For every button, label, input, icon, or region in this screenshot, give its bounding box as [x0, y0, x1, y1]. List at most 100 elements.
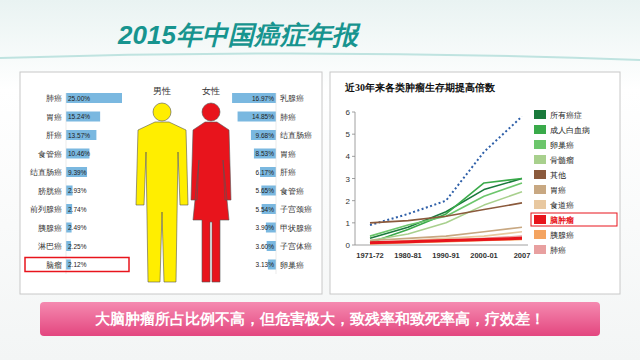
category-label: 食管癌 [280, 187, 304, 196]
female-silhouette [191, 103, 231, 282]
category-label: 子宫颈癌 [280, 205, 312, 214]
legend-swatch [534, 245, 546, 254]
category-label: 甲状腺癌 [280, 224, 312, 233]
chart-title: 女性 [202, 86, 220, 96]
y-tick [352, 112, 355, 113]
series-line [370, 179, 522, 243]
category-label: 前列腺癌 [30, 205, 62, 214]
right-panel [330, 72, 620, 294]
y-tick-label: 6 [346, 108, 351, 117]
series-line [370, 203, 522, 223]
data-label: 3.13% [256, 261, 275, 268]
series-line [370, 236, 522, 243]
data-label: 2.49% [68, 224, 87, 231]
y-tick-label: 0 [346, 241, 351, 250]
axis-line [276, 93, 277, 274]
category-label: 乳腺癌 [280, 94, 304, 103]
footer-text: 大脑肿瘤所占比例不高，但危害极大，致残率和致死率高，疗效差！ [95, 310, 545, 327]
legend-swatch [534, 230, 546, 239]
category-label: 膀胱癌 [38, 187, 62, 196]
series-line [370, 232, 522, 243]
legend-label: 所有癌症 [550, 111, 582, 120]
bar-chart: 男性肺癌 25.00% 胃癌 15.24% 肝癌 13.57% 食管癌 10.46% 结直肠癌 9… [25, 86, 171, 274]
data-label: 10.46% [68, 150, 90, 157]
legend-swatch [534, 185, 546, 194]
data-label: 16.97% [252, 95, 274, 102]
category-label: 结直肠癌 [280, 131, 312, 140]
series-line [370, 238, 522, 242]
data-label: 8.53% [256, 150, 275, 157]
y-tick [352, 156, 355, 157]
legend-swatch [534, 155, 546, 164]
line-chart: 近30年来各类肿瘤生存期提高倍数01234561971-721980-81199… [344, 82, 617, 260]
category-label: 肝癌 [46, 131, 62, 140]
highlight-box [25, 258, 129, 272]
data-label: 2.25% [68, 243, 87, 250]
data-label: 2.12% [68, 261, 87, 268]
y-tick-label: 1 [346, 219, 351, 228]
y-tick [352, 200, 355, 201]
data-label: 3.60% [256, 243, 275, 250]
y-tick [352, 222, 355, 223]
bar [66, 112, 100, 122]
y-tick-label: 4 [346, 152, 351, 161]
category-label: 卵巢癌 [280, 261, 304, 270]
data-label: 2.93% [68, 187, 87, 194]
lines [370, 116, 522, 243]
bar [238, 112, 276, 122]
chart-title: 男性 [153, 86, 171, 96]
category-label: 肺癌 [280, 113, 296, 122]
data-label: 2.74% [68, 206, 87, 213]
x-tick-label: 1990-91 [432, 251, 460, 260]
bar [251, 130, 276, 140]
category-label: 子宫体癌 [280, 242, 312, 251]
data-label: 5.54% [256, 206, 275, 213]
axis-line [66, 93, 67, 274]
category-label: 脑瘤 [46, 261, 62, 270]
category-label: 肺癌 [46, 94, 62, 103]
category-label: 食管癌 [38, 150, 62, 159]
legend-label: 成人白血病 [550, 126, 590, 135]
category-label: 淋巴癌 [38, 242, 62, 251]
legend-label: 食道癌 [550, 201, 574, 210]
data-label: 13.57% [68, 132, 90, 139]
header-title: 2015年中国癌症年报 [117, 20, 361, 50]
y-tick-label: 3 [346, 175, 351, 184]
legend-label: 脑肿瘤 [549, 215, 574, 225]
legend-label: 卵巢癌 [550, 141, 574, 150]
legend: 所有癌症成人白血病卵巢癌骨髓瘤其他胃癌食道癌脑肿瘤胰腺癌肺癌 [531, 110, 617, 255]
page: 2015年中国癌症年报男性肺癌 25.00% 胃癌 15.24% 肝癌 13.57% 食管癌… [0, 0, 640, 360]
x-tick-label: 1971-72 [356, 251, 384, 260]
data-label: 25.00% [68, 95, 90, 102]
data-label: 3.90% [256, 224, 275, 231]
bar [66, 130, 96, 140]
x-tick-label: 1980-81 [394, 251, 422, 260]
bar [66, 93, 122, 103]
male-silhouette [136, 103, 188, 282]
legend-swatch [534, 140, 546, 149]
y-tick-label: 2 [346, 197, 351, 206]
head [153, 103, 171, 121]
legend-swatch [534, 110, 546, 119]
bars [66, 93, 122, 270]
category-label: 结直肠癌 [30, 168, 62, 177]
data-label: 9.39% [68, 169, 87, 176]
header-line [0, 53, 640, 60]
data-label: 15.24% [68, 113, 90, 120]
data-label: 9.68% [256, 132, 275, 139]
y-tick [352, 245, 355, 246]
legend-swatch [534, 200, 546, 209]
legend-highlight [531, 213, 617, 226]
bars [232, 93, 276, 270]
legend-label: 肺癌 [550, 246, 566, 255]
legend-label: 其他 [550, 171, 566, 180]
data-label: 14.85% [252, 113, 274, 120]
body [136, 122, 188, 282]
category-label: 肝癌 [280, 168, 296, 177]
category-label: 胃癌 [46, 113, 62, 122]
bar [66, 167, 87, 177]
y-tick [352, 178, 355, 179]
legend-swatch [534, 125, 546, 134]
y-tick [352, 134, 355, 135]
legend-label: 胃癌 [550, 186, 566, 195]
